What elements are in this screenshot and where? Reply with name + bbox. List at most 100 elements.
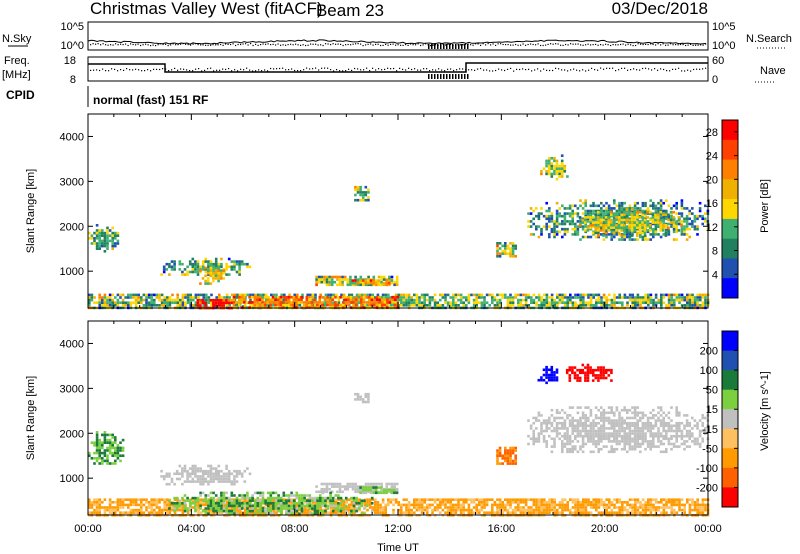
- power-cell: [233, 262, 236, 266]
- power-cell: [644, 238, 647, 241]
- velocity-cell: [592, 429, 595, 433]
- power-cell: [359, 283, 363, 287]
- velocity-cell: [95, 457, 99, 460]
- velocity-cell: [328, 482, 331, 486]
- velocity-cell: [597, 379, 600, 382]
- velocity-cell: [591, 374, 595, 377]
- power-cell: [240, 298, 244, 302]
- velocity-cell: [542, 429, 546, 433]
- power-cell: [88, 298, 91, 302]
- velocity-cell: [227, 480, 231, 483]
- power-cell: [347, 303, 350, 307]
- velocity-cell: [571, 366, 574, 369]
- velocity-cell: [335, 501, 338, 504]
- power-cell: [665, 214, 668, 218]
- power-cell: [106, 244, 109, 248]
- velocity-cell: [101, 459, 104, 463]
- power-cell: [597, 216, 600, 219]
- velocity-cell: [173, 498, 177, 501]
- power-cell: [581, 227, 585, 231]
- power-cell: [95, 234, 99, 237]
- cpid-label: CPID: [6, 88, 35, 102]
- velocity-cell: [350, 498, 354, 501]
- velocity-cell: [162, 477, 166, 481]
- velocity-cell: [121, 438, 125, 442]
- velocity-cell: [243, 469, 247, 473]
- power-cell: [578, 223, 582, 227]
- velocity-cell: [103, 436, 107, 439]
- power-cell: [199, 270, 202, 274]
- power-cell: [587, 217, 590, 221]
- power-cell: [395, 275, 399, 279]
- power-cell: [665, 227, 668, 231]
- power-cell: [196, 270, 200, 274]
- velocity-cell: [121, 454, 125, 457]
- velocity-cell: [387, 488, 391, 492]
- power-cell: [380, 280, 383, 284]
- velocity-cell: [209, 469, 213, 473]
- power-cell: [491, 298, 494, 302]
- velocity-cell: [592, 434, 595, 438]
- power-cell: [589, 296, 593, 299]
- power-cell: [527, 212, 530, 215]
- power-cell: [375, 301, 379, 304]
- nsearch-dot: [580, 44, 582, 46]
- nave-dot: [681, 70, 683, 72]
- velocity-cell: [88, 454, 91, 457]
- power-cell: [680, 296, 684, 299]
- velocity-cell: [173, 482, 176, 486]
- velocity-cell: [535, 437, 538, 441]
- power-cell: [194, 268, 197, 271]
- velocity-cell: [571, 371, 574, 375]
- nsearch-dot: [390, 43, 392, 45]
- power-cell: [618, 212, 621, 215]
- power-cell: [519, 293, 523, 297]
- power-cell: [354, 188, 357, 192]
- power-cell: [196, 268, 200, 271]
- power-cell: [592, 209, 595, 213]
- power-cell: [225, 268, 228, 271]
- velocity-cell: [576, 434, 580, 438]
- power-cell: [212, 299, 215, 302]
- velocity-cell: [98, 511, 101, 514]
- power-cell: [678, 222, 681, 226]
- power-cell: [219, 269, 223, 272]
- velocity-cell: [364, 392, 368, 396]
- power-cell: [415, 304, 419, 307]
- power-cell: [597, 226, 600, 230]
- power-cell: [349, 298, 353, 302]
- velocity-cell: [667, 442, 671, 446]
- power-cell: [95, 231, 99, 235]
- nsearch-dot: [650, 43, 652, 45]
- velocity-cell: [654, 419, 658, 422]
- nsearch-dot: [380, 44, 382, 47]
- power-cell: [400, 296, 403, 299]
- nsearch-dot: [145, 43, 147, 45]
- velocity-cell: [303, 506, 307, 509]
- velocity-cell: [584, 432, 587, 435]
- power-cell: [400, 293, 403, 297]
- power-cell: [654, 296, 658, 299]
- nave-dot: [345, 70, 347, 72]
- velocity-cell: [359, 486, 362, 489]
- velocity-cell: [620, 447, 624, 451]
- velocity-cell: [675, 434, 678, 438]
- nave-dot: [300, 70, 302, 72]
- power-cell: [388, 298, 392, 302]
- power-cell: [207, 262, 210, 266]
- nave-dot: [177, 69, 179, 71]
- power-heatmap-cells: [88, 154, 710, 310]
- power-cell: [610, 218, 613, 222]
- velocity-cell: [639, 429, 642, 433]
- velocity-cell: [641, 416, 645, 420]
- nave-dot: [294, 69, 296, 72]
- nsearch-dot: [372, 44, 374, 46]
- velocity-cell: [553, 442, 556, 446]
- velocity-cell: [639, 419, 642, 422]
- power-cell: [571, 304, 575, 307]
- power-cell: [423, 296, 426, 299]
- power-cell: [594, 231, 597, 235]
- velocity-cell: [626, 416, 629, 420]
- velocity-cell: [568, 366, 572, 369]
- power-cell: [600, 209, 603, 213]
